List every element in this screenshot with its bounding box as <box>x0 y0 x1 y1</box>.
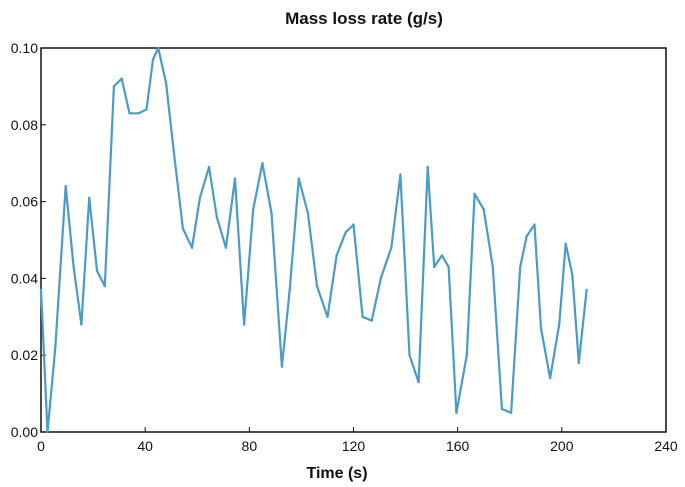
data-point <box>539 327 543 330</box>
data-point <box>509 411 513 414</box>
data-point <box>433 265 436 269</box>
data-point <box>190 246 194 249</box>
data-point <box>585 288 588 292</box>
plot-area-frame <box>40 47 667 433</box>
x-axis-title: Time (s) <box>306 465 367 482</box>
data-point <box>157 46 160 50</box>
data-point <box>120 77 123 80</box>
data-point <box>128 112 131 115</box>
data-point <box>370 319 373 322</box>
data-point <box>172 150 175 153</box>
data-point <box>482 208 485 211</box>
x-tick-label: 80 <box>242 438 258 454</box>
data-point <box>390 246 393 249</box>
data-point <box>473 192 476 196</box>
data-point <box>399 173 402 176</box>
data-point <box>571 273 574 276</box>
data-point <box>326 315 329 318</box>
series-line <box>39 46 588 434</box>
data-point <box>426 165 429 169</box>
data-point <box>72 265 75 269</box>
data-point <box>80 323 83 326</box>
data-point <box>54 346 57 349</box>
data-point <box>500 407 504 411</box>
data-point <box>361 315 364 318</box>
series-layer <box>39 46 588 434</box>
x-tick-label: 240 <box>654 438 678 454</box>
data-point <box>288 288 291 292</box>
data-point <box>207 165 211 169</box>
data-point <box>548 377 552 380</box>
data-point <box>198 196 202 199</box>
y-tick-label: 0.00 <box>11 424 38 440</box>
chart-title: Mass loss rate (g/s) <box>285 9 443 28</box>
data-point <box>447 265 450 269</box>
data-point <box>335 254 338 257</box>
x-tick-label: 40 <box>137 438 153 454</box>
data-point <box>252 208 255 211</box>
data-point <box>224 246 228 249</box>
y-tick-label: 0.06 <box>11 194 38 210</box>
data-point <box>315 284 319 288</box>
data-point <box>491 265 494 269</box>
data-point <box>215 215 218 219</box>
data-point <box>440 254 444 257</box>
x-tick-label: 120 <box>342 438 366 454</box>
data-point <box>455 411 458 414</box>
data-point <box>408 354 411 357</box>
y-tick-label: 0.08 <box>11 117 38 133</box>
y-axis: 0.00 0.02 0.04 0.06 0.08 0.10 <box>11 40 46 440</box>
data-point <box>564 242 567 245</box>
data-point <box>145 108 148 111</box>
data-point <box>242 323 246 326</box>
data-point <box>525 235 528 238</box>
x-tick-label: 200 <box>550 438 574 454</box>
data-point <box>95 269 99 272</box>
data-point <box>280 365 284 368</box>
data-point <box>64 185 67 188</box>
data-point <box>137 112 140 115</box>
data-point <box>465 354 468 357</box>
data-point <box>417 380 420 384</box>
data-point <box>379 277 382 280</box>
data-point <box>151 58 155 61</box>
data-point <box>270 211 273 215</box>
y-tick-label: 0.04 <box>11 270 38 286</box>
data-point <box>181 227 185 230</box>
x-tick-label: 0 <box>37 438 45 454</box>
data-point <box>39 288 43 292</box>
data-point <box>297 177 300 180</box>
y-tick-label: 0.02 <box>11 347 38 363</box>
data-point <box>88 196 91 199</box>
data-point <box>577 361 580 365</box>
data-point <box>519 265 522 269</box>
data-point <box>352 223 355 226</box>
data-point <box>103 284 107 288</box>
data-point <box>558 323 561 326</box>
data-point <box>306 211 310 215</box>
data-point <box>344 231 347 234</box>
x-tick-label: 160 <box>446 438 470 454</box>
data-point <box>112 85 116 88</box>
data-point <box>533 223 536 226</box>
data-point <box>261 162 264 165</box>
y-tick-label: 0.10 <box>11 40 38 56</box>
data-point <box>164 81 168 84</box>
x-axis: 0 40 80 120 160 200 240 <box>37 427 678 454</box>
data-point <box>233 177 237 180</box>
data-point <box>46 430 49 434</box>
